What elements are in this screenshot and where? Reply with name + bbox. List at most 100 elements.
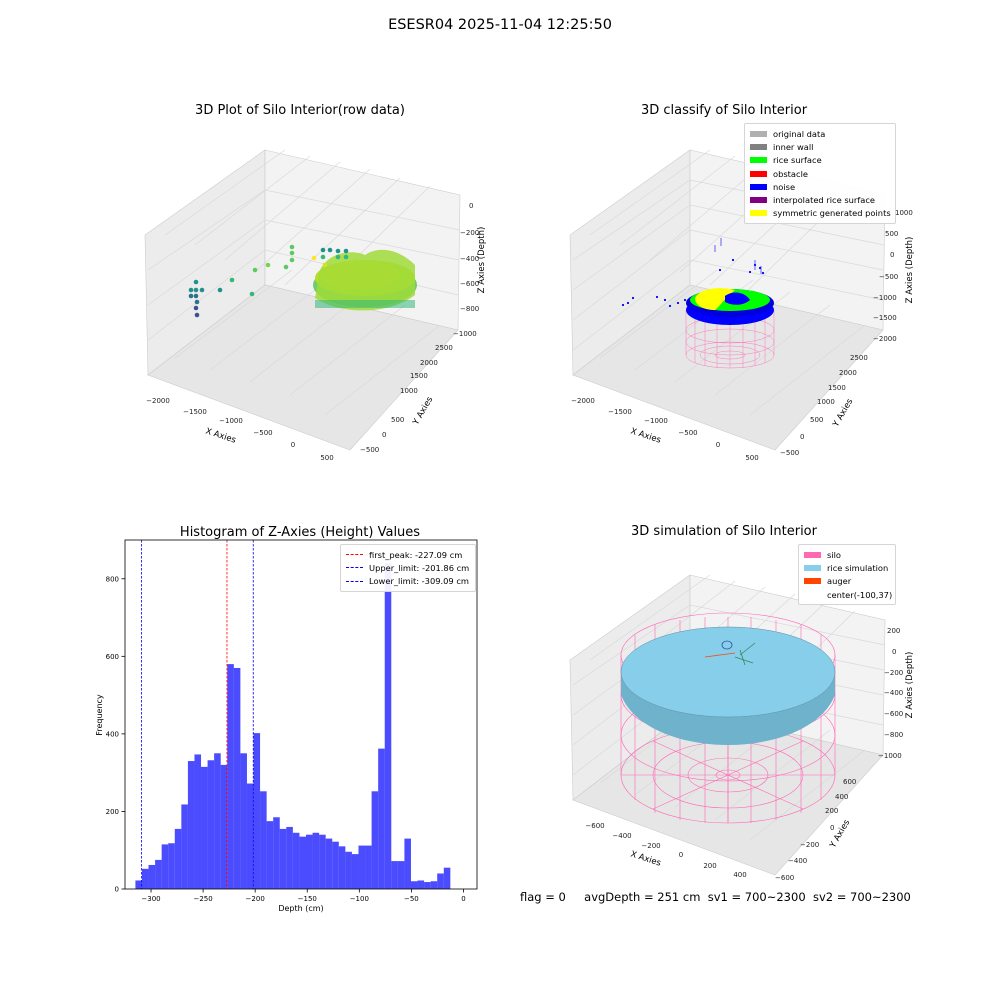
- plot2-zlabel: Z Axies (Depth): [905, 237, 915, 304]
- legend-item-rice-simulation: rice simulation: [804, 561, 890, 574]
- plot4-ztick-5: −800: [884, 731, 903, 739]
- plot1-ytick-2: 500: [391, 416, 404, 424]
- hist-bar: [437, 873, 444, 889]
- legend-item-rice-surface: rice surface: [750, 154, 890, 167]
- histogram-chart: Histogram of Z-Axies (Height) Values −30…: [95, 525, 478, 913]
- plot2-y-ticks: −500 0 500 1000 1500 2000 2500: [780, 354, 868, 457]
- plot2-ztick-6: −2000: [873, 335, 897, 343]
- hist-bar: [417, 880, 425, 889]
- legend-item-interpolated-rice-surface: interpolated rice surface: [750, 193, 890, 206]
- plot2-silo-wireframe: [685, 310, 775, 369]
- plot2-gridlines: [572, 149, 886, 416]
- hist-bar: [312, 832, 320, 889]
- hist-bar: [325, 838, 333, 889]
- plot1-title: 3D Plot of Silo Interior(row data): [195, 103, 405, 118]
- hist-bar: [332, 841, 339, 889]
- plot2-ytick-1: 0: [800, 433, 804, 441]
- plot1-xtick-0: −2000: [146, 397, 170, 405]
- hist-bar: [246, 783, 254, 889]
- legend-item-symmetric-generated-points: symmetric generated points: [750, 207, 891, 220]
- plot4-ytick-0: −600: [775, 874, 794, 882]
- plot2-ztick-5: −1500: [873, 314, 897, 322]
- legend-item-obstacle: obstacle: [750, 167, 890, 180]
- plot4-rice-surface: [620, 626, 836, 745]
- hist-bar: [384, 563, 392, 889]
- plot4-y-ticks: −600 −400 −200 0 200 400 600: [775, 778, 856, 882]
- plot2-ytick-0: −500: [780, 449, 799, 457]
- hist-bar: [391, 861, 398, 889]
- legend-item-original-data: original data: [750, 127, 890, 140]
- plot1-z-ticks: 0 −200 −400 −600 −800 −1000: [453, 202, 479, 338]
- avg-depth-text: avgDepth = 251 cm: [584, 890, 701, 904]
- hist-bar: [227, 664, 234, 889]
- plot2-ytick-6: 2500: [850, 354, 868, 362]
- plot4-ytick-2: −200: [800, 841, 819, 849]
- hist-ytick-label: 0: [115, 886, 119, 894]
- plot2-xtick-2: −1000: [644, 417, 668, 425]
- hist-xtick-label: −50: [404, 895, 419, 903]
- plot2-ztick-1: 500: [885, 230, 898, 238]
- plot2-ytick-5: 2000: [839, 369, 857, 377]
- plot2-ytick-4: 1500: [828, 384, 846, 392]
- hist-bar: [260, 791, 267, 889]
- plot4-title: 3D simulation of Silo Interior: [631, 524, 817, 539]
- plot4-z-ticks: 200 0 −200 −400 −600 −800 −1000: [878, 627, 903, 760]
- hist-bar: [161, 844, 169, 889]
- hist-ytick-label: 400: [106, 730, 119, 738]
- plot4-ztick-1: 0: [892, 648, 896, 656]
- plot1-ztick-3: −600: [460, 280, 479, 288]
- hist-bar: [168, 843, 175, 889]
- hist-bar: [187, 761, 195, 889]
- plot1-xtick-1: −1500: [183, 408, 207, 416]
- plot4-ylabel: Y Axies: [828, 818, 853, 851]
- plot2-ztick-3: −500: [879, 273, 898, 281]
- flag-text: flag = 0: [520, 890, 566, 904]
- plot4-ztick-0: 200: [887, 627, 900, 635]
- legend-item-inner-wall: inner wall: [750, 140, 890, 153]
- legend-item-lower-limit: Lower_limit: -309.09 cm: [346, 575, 470, 588]
- hist-bar: [351, 854, 359, 889]
- hist-bar: [371, 791, 379, 889]
- plot2-legend: original data inner wall rice surface ob…: [744, 123, 896, 225]
- plot4-xtick-3: 0: [679, 851, 683, 859]
- hist-bar: [233, 667, 241, 889]
- hist-bar: [397, 861, 405, 889]
- plot2-xtick-5: 500: [745, 454, 758, 462]
- hist-bar: [141, 868, 149, 889]
- plot2-x-ticks: −2000 −1500 −1000 −500 0 500: [571, 397, 759, 462]
- plot4-ytick-4: 200: [825, 807, 838, 815]
- plot1-ytick-1: 0: [382, 431, 386, 439]
- plot1-xlabel: X Axies: [204, 426, 237, 445]
- plot4-ztick-6: −1000: [878, 752, 902, 760]
- sv1-text: sv1 = 700~2300: [707, 890, 806, 904]
- hist-bar: [424, 882, 431, 889]
- hist-bar: [207, 760, 215, 889]
- hist-title: Histogram of Z-Axies (Height) Values: [180, 525, 420, 540]
- hist-bar: [240, 753, 247, 889]
- hist-xtick-label: −150: [298, 895, 317, 903]
- hist-bar: [338, 846, 346, 889]
- plot1-ytick-4: 1500: [410, 372, 428, 380]
- legend-item-silo: silo: [804, 548, 890, 561]
- hist-plot-frame: [124, 539, 478, 890]
- plot1-y-ticks: −500 0 500 1000 1500 2000 2500: [360, 344, 453, 454]
- plot2-ytick-3: 1000: [817, 398, 835, 406]
- plot1-ytick-3: 1000: [400, 387, 418, 395]
- hist-xtick-label: −100: [350, 895, 369, 903]
- hist-xtick-label: −250: [193, 895, 212, 903]
- plot4-auger: [704, 640, 756, 666]
- hist-bar: [299, 836, 306, 889]
- hist-ytick-label: 800: [106, 575, 119, 583]
- plot4-ztick-2: −200: [884, 669, 903, 677]
- plot1-ztick-1: −200: [460, 229, 479, 237]
- sv2-text: sv2 = 700~2300: [812, 890, 911, 904]
- hist-bar: [266, 821, 274, 889]
- hist-xtick-label: −300: [141, 895, 160, 903]
- hist-vlines: [141, 540, 254, 889]
- plot4-xtick-5: 400: [733, 871, 746, 879]
- legend-item-auger: auger: [804, 575, 890, 588]
- hist-bar: [273, 817, 280, 889]
- hist-bar: [292, 832, 300, 889]
- plot2-xtick-1: −1500: [608, 408, 632, 416]
- plot4-x-ticks: −600 −400 −200 0 200 400: [585, 822, 746, 879]
